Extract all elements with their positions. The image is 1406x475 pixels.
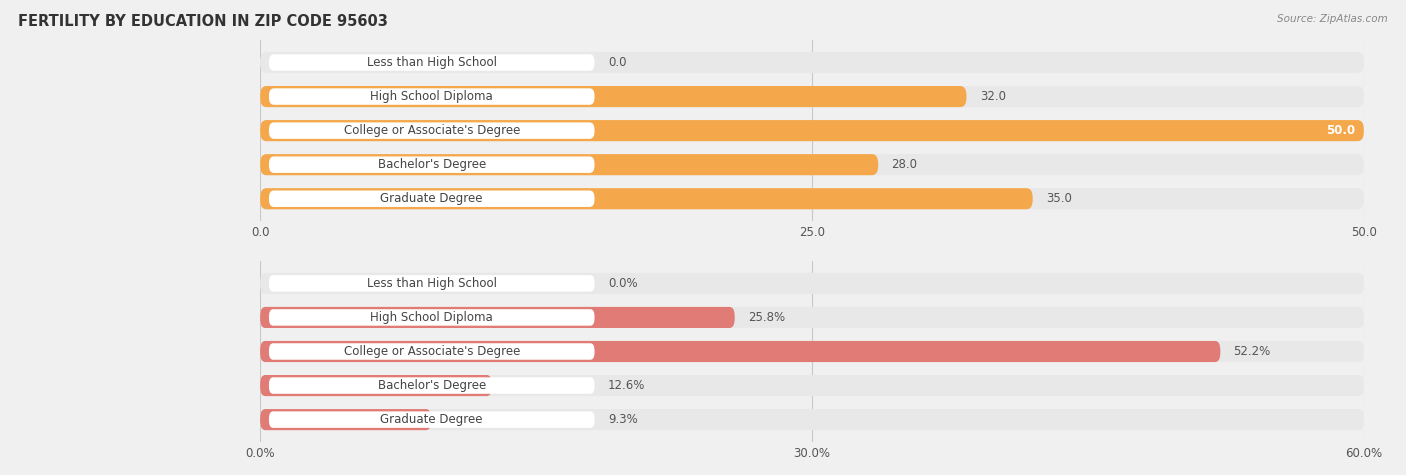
Text: 0.0: 0.0 xyxy=(607,56,626,69)
FancyBboxPatch shape xyxy=(260,188,1364,209)
Text: High School Diploma: High School Diploma xyxy=(370,311,494,324)
Text: 32.0: 32.0 xyxy=(980,90,1005,103)
Text: Graduate Degree: Graduate Degree xyxy=(381,192,484,205)
FancyBboxPatch shape xyxy=(260,409,432,430)
FancyBboxPatch shape xyxy=(269,411,595,428)
FancyBboxPatch shape xyxy=(269,123,595,139)
FancyBboxPatch shape xyxy=(260,120,1364,141)
Text: 52.2%: 52.2% xyxy=(1233,345,1271,358)
FancyBboxPatch shape xyxy=(260,341,1364,362)
FancyBboxPatch shape xyxy=(269,309,595,326)
FancyBboxPatch shape xyxy=(260,120,1364,141)
Text: 28.0: 28.0 xyxy=(891,158,918,171)
FancyBboxPatch shape xyxy=(260,86,1364,107)
Text: Graduate Degree: Graduate Degree xyxy=(381,413,484,426)
Text: Bachelor's Degree: Bachelor's Degree xyxy=(378,158,486,171)
Text: 50.0: 50.0 xyxy=(1326,124,1355,137)
FancyBboxPatch shape xyxy=(260,154,879,175)
Text: Bachelor's Degree: Bachelor's Degree xyxy=(378,379,486,392)
Text: High School Diploma: High School Diploma xyxy=(370,90,494,103)
FancyBboxPatch shape xyxy=(260,154,1364,175)
FancyBboxPatch shape xyxy=(269,343,595,360)
Text: Less than High School: Less than High School xyxy=(367,277,496,290)
Text: 35.0: 35.0 xyxy=(1046,192,1071,205)
FancyBboxPatch shape xyxy=(260,273,1364,294)
FancyBboxPatch shape xyxy=(269,54,595,71)
Text: Less than High School: Less than High School xyxy=(367,56,496,69)
FancyBboxPatch shape xyxy=(260,307,735,328)
FancyBboxPatch shape xyxy=(260,86,966,107)
Text: College or Associate's Degree: College or Associate's Degree xyxy=(343,124,520,137)
FancyBboxPatch shape xyxy=(269,88,595,105)
Text: College or Associate's Degree: College or Associate's Degree xyxy=(343,345,520,358)
FancyBboxPatch shape xyxy=(260,52,1364,73)
FancyBboxPatch shape xyxy=(260,341,1220,362)
FancyBboxPatch shape xyxy=(260,375,1364,396)
Text: 12.6%: 12.6% xyxy=(607,379,645,392)
Text: 9.3%: 9.3% xyxy=(607,413,637,426)
Text: FERTILITY BY EDUCATION IN ZIP CODE 95603: FERTILITY BY EDUCATION IN ZIP CODE 95603 xyxy=(18,14,388,29)
Text: 0.0%: 0.0% xyxy=(607,277,637,290)
FancyBboxPatch shape xyxy=(260,409,1364,430)
FancyBboxPatch shape xyxy=(260,188,1033,209)
FancyBboxPatch shape xyxy=(269,275,595,292)
FancyBboxPatch shape xyxy=(269,156,595,173)
Text: 25.8%: 25.8% xyxy=(748,311,785,324)
Text: Source: ZipAtlas.com: Source: ZipAtlas.com xyxy=(1277,14,1388,24)
FancyBboxPatch shape xyxy=(260,375,492,396)
FancyBboxPatch shape xyxy=(269,377,595,394)
FancyBboxPatch shape xyxy=(269,190,595,207)
FancyBboxPatch shape xyxy=(260,307,1364,328)
